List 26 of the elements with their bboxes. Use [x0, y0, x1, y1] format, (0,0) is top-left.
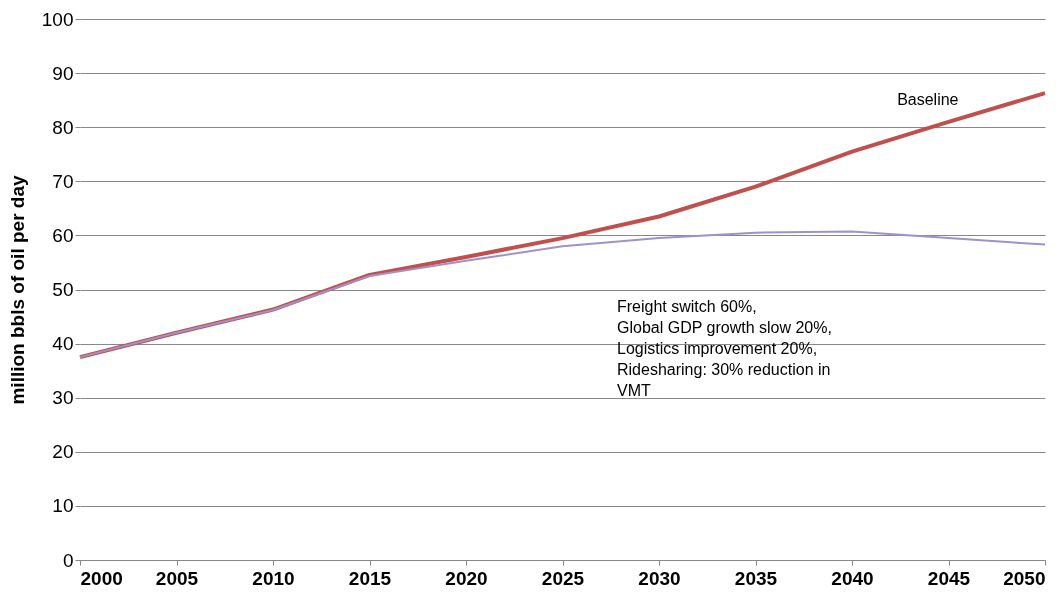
x-tick-label: 2050: [1003, 567, 1046, 589]
line-series: [79, 230, 1046, 359]
x-tick-label: 2035: [734, 567, 778, 589]
x-tick-label: 2030: [638, 567, 681, 589]
x-tick-label: 2025: [541, 567, 585, 589]
series-label: Baseline: [897, 90, 959, 108]
y-tick-label: 80: [52, 116, 74, 138]
x-tick-label: 2040: [831, 567, 874, 589]
y-tick-label: 10: [52, 495, 74, 517]
x-tick-label: 2005: [155, 567, 199, 589]
y-tick-label: 70: [52, 170, 74, 192]
y-tick-label: 0: [62, 549, 74, 571]
y-tick-label: 30: [52, 387, 74, 409]
x-tick-label: 2015: [348, 567, 392, 589]
y-axis-title: million bbls of oil per day: [6, 175, 28, 405]
x-tick-label: 2010: [252, 567, 295, 589]
y-tick-label: 100: [41, 8, 74, 30]
y-tick-label: 50: [52, 279, 74, 300]
y-tick-label: 60: [52, 224, 74, 246]
y-tick-label: 90: [52, 62, 74, 84]
x-tick-label: 2020: [445, 567, 488, 589]
x-tick-label: 2045: [927, 567, 971, 589]
x-tick-label: 2000: [80, 567, 123, 589]
y-tick-label: 20: [52, 441, 74, 463]
y-tick-label: 40: [52, 333, 74, 355]
annotation: Freight switch 60%, Global GDP growth slow 20%, Logistics improvement 20%, Ridesharing: 30% reduction in VMT: [617, 298, 832, 399]
